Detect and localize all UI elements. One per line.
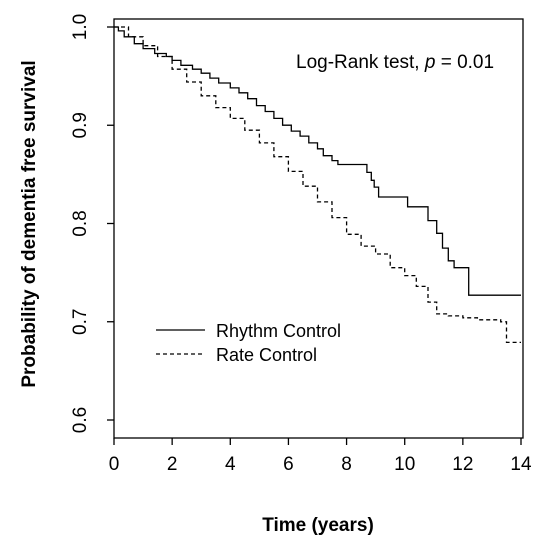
y-tick-label: 0.6 bbox=[70, 407, 91, 433]
y-tick-label: 0.7 bbox=[70, 309, 91, 335]
x-tick-label: 10 bbox=[394, 454, 415, 475]
y-tick-label: 0.8 bbox=[70, 210, 91, 236]
log-rank-annotation: Log-Rank test, p = 0.01 bbox=[296, 52, 494, 73]
plot-frame bbox=[113, 18, 524, 439]
tick-marks: 0 2 4 6 8 10 12 14 0.6 0.7 0.8 0.9 1.0 bbox=[70, 14, 532, 475]
log-rank-prefix: Log-Rank test, bbox=[296, 52, 425, 73]
x-tick-label: 0 bbox=[109, 454, 120, 475]
x-tick-label: 12 bbox=[452, 454, 473, 475]
p-symbol: p bbox=[424, 52, 436, 73]
x-tick-label: 2 bbox=[167, 454, 178, 475]
x-tick-label: 6 bbox=[283, 454, 294, 475]
legend-rate-label: Rate Control bbox=[216, 345, 317, 365]
x-tick-label: 8 bbox=[341, 454, 352, 475]
legend: Rhythm Control Rate Control bbox=[156, 321, 341, 365]
legend-rhythm-label: Rhythm Control bbox=[216, 321, 341, 341]
x-tick-label: 14 bbox=[510, 454, 532, 475]
y-tick-label: 1.0 bbox=[70, 14, 91, 40]
series-line-rate-control bbox=[114, 26, 521, 344]
x-tick-label: 4 bbox=[225, 454, 236, 475]
x-axis-title: Time (years) bbox=[262, 515, 374, 536]
y-axis-title: Probability of dementia free survival bbox=[19, 60, 40, 387]
series-lines bbox=[114, 26, 521, 344]
series-line-rhythm-control bbox=[114, 26, 521, 296]
y-tick-label: 0.9 bbox=[70, 112, 91, 138]
p-value: = 0.01 bbox=[435, 52, 494, 73]
axes bbox=[113, 18, 524, 439]
